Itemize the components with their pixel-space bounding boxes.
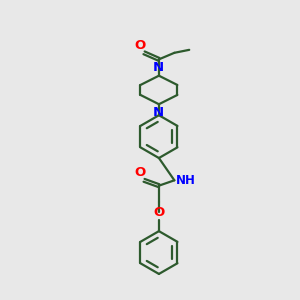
Text: N: N <box>153 106 164 119</box>
Text: O: O <box>134 39 146 52</box>
Text: O: O <box>134 167 146 179</box>
Text: NH: NH <box>176 173 196 187</box>
Text: N: N <box>153 61 164 74</box>
Text: O: O <box>153 206 164 219</box>
